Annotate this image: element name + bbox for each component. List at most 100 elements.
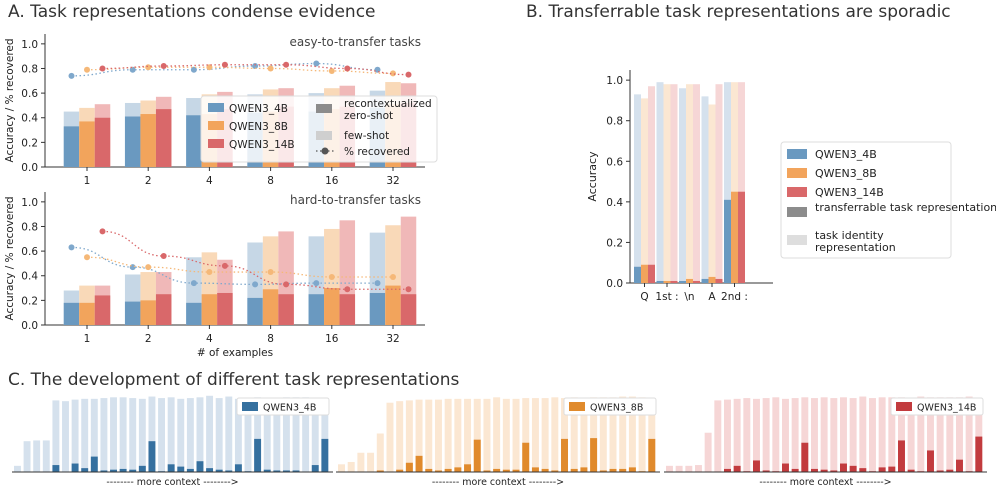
recovered-point xyxy=(129,264,136,271)
x-tick-label: \n xyxy=(684,291,694,303)
transferrable-bar xyxy=(434,470,442,472)
task-identity-bar xyxy=(679,88,686,283)
identity-bar xyxy=(531,398,539,472)
y-tick-label: 0.8 xyxy=(21,63,38,75)
transferrable-bar xyxy=(473,439,481,472)
y-axis-label: Accuracy xyxy=(586,151,599,202)
identity-bar xyxy=(628,396,636,472)
identity-bar xyxy=(225,396,233,472)
recovered-point xyxy=(405,286,412,293)
transferrable-bar xyxy=(225,470,233,472)
identity-bar xyxy=(512,398,520,472)
identity-bar xyxy=(570,397,578,472)
task-identity-bar xyxy=(731,82,738,284)
legend-swatch xyxy=(787,207,807,217)
transferrable-bar xyxy=(693,280,700,283)
legend-swatch xyxy=(787,187,807,197)
identity-bar xyxy=(590,397,598,472)
zero-shot-bar xyxy=(155,294,172,325)
zero-shot-bar xyxy=(186,115,202,167)
transferrable-bar xyxy=(254,438,262,472)
recovered-point xyxy=(206,269,213,276)
identity-bar xyxy=(100,398,108,472)
transferrable-bar xyxy=(52,465,60,472)
legend-swatch xyxy=(787,235,807,245)
recovered-point xyxy=(283,281,290,288)
y-tick-label: 0.2 xyxy=(21,295,38,307)
recovered-point xyxy=(374,280,381,287)
transferrable-bar xyxy=(619,468,627,472)
transferrable-bar xyxy=(282,470,290,472)
transferrable-bar xyxy=(167,464,175,472)
recovered-point xyxy=(99,228,106,235)
transferrable-bar xyxy=(110,469,117,472)
identity-bar xyxy=(33,440,41,472)
transferrable-bar xyxy=(531,467,539,472)
recovered-point xyxy=(221,61,228,68)
y-tick-label: 0.0 xyxy=(21,162,38,174)
transferrable-bar xyxy=(956,459,963,472)
legend-label: QWEN3_14B xyxy=(815,186,884,199)
recovered-point xyxy=(405,71,412,78)
transferrable-bar xyxy=(648,438,656,472)
identity-bar xyxy=(444,398,452,472)
transferrable-bar xyxy=(138,465,146,472)
identity-bar xyxy=(724,399,731,472)
transferrable-bar xyxy=(100,470,108,472)
panel-c-QWEN3_8B: -------- more context --------> QWEN3_8B xyxy=(336,396,660,488)
transferrable-bar xyxy=(782,463,789,472)
identity-bar xyxy=(927,397,934,472)
transferrable-bar xyxy=(820,469,828,472)
recovered-point xyxy=(390,273,396,280)
x-tick-label: 2 xyxy=(145,175,152,187)
transferrable-bar xyxy=(840,463,847,472)
transferrable-bar xyxy=(522,442,530,472)
identity-bar xyxy=(347,461,355,472)
transferrable-bar xyxy=(206,468,214,472)
zero-shot-bar xyxy=(324,288,340,325)
legend-label: few-shot xyxy=(344,130,389,142)
x-tick-label: 1 xyxy=(84,175,91,187)
zero-shot-bar xyxy=(278,294,294,325)
identity-bar xyxy=(81,398,89,472)
legend-swatch xyxy=(316,131,332,140)
transferrable-bar xyxy=(830,470,838,472)
zero-shot-bar xyxy=(201,294,218,325)
legend-swatch xyxy=(208,121,224,130)
x-axis-label: -------- more context --------> xyxy=(432,477,564,488)
recovered-point xyxy=(190,280,197,287)
identity-bar xyxy=(791,398,799,472)
transferrable-bar xyxy=(551,470,559,472)
recovered-point xyxy=(190,66,197,73)
transferrable-bar xyxy=(628,467,636,472)
zero-shot-bar xyxy=(155,109,172,167)
x-tick-label: 8 xyxy=(267,175,274,187)
transferrable-bar xyxy=(483,470,491,472)
zero-shot-bar xyxy=(79,121,95,167)
identity-bar xyxy=(206,395,214,472)
recovered-point xyxy=(252,63,259,70)
identity-bar xyxy=(119,397,127,472)
identity-bar xyxy=(434,399,442,472)
zero-shot-bar xyxy=(385,285,401,325)
transferrable-bar xyxy=(196,461,204,472)
x-axis-label: -------- more context --------> xyxy=(106,477,238,488)
legend-swatch xyxy=(787,149,807,159)
identity-bar xyxy=(820,397,828,472)
transferrable-bar xyxy=(641,264,648,283)
task-identity-bar xyxy=(708,104,716,283)
identity-bar xyxy=(619,396,627,472)
transferrable-bar xyxy=(396,469,404,472)
transferrable-bar xyxy=(946,469,954,472)
identity-bar xyxy=(177,398,185,472)
legend-box xyxy=(200,95,438,163)
identity-bar xyxy=(415,399,423,472)
task-identity-bar xyxy=(663,84,671,283)
identity-bar xyxy=(158,398,166,472)
identity-bar xyxy=(464,398,472,472)
transferrable-bar xyxy=(907,469,915,472)
identity-bar xyxy=(609,397,617,472)
recovered-point xyxy=(313,280,320,287)
